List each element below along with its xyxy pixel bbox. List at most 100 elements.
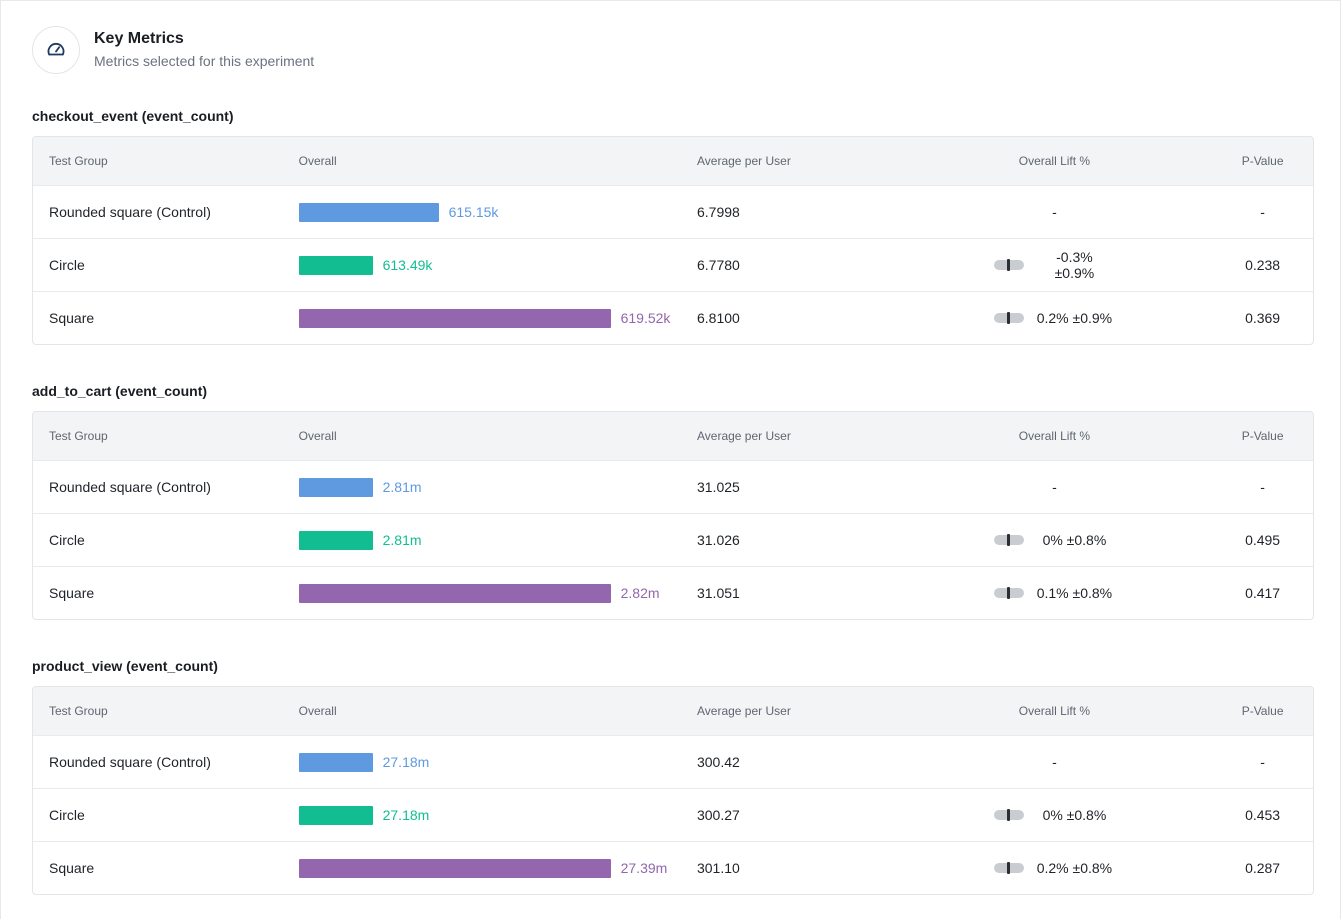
overall-bar [298, 202, 439, 222]
lift-value: 0.1% ±0.8% [1036, 585, 1113, 601]
overall-cell: 615.15k [298, 202, 697, 222]
average-per-user: 6.7998 [696, 204, 740, 220]
metric-section: product_view (event_count) Test Group Ov… [32, 656, 1314, 895]
table-row: Rounded square (Control) 27.18m 300.42 -… [33, 735, 1313, 788]
lift-cell: - [897, 754, 1213, 770]
lift-cell: 0.2% ±0.9% [897, 310, 1213, 326]
overall-value: 2.82m [620, 585, 660, 601]
overall-value: 619.52k [620, 310, 671, 326]
table-row: Square 27.39m 301.10 0.2% ±0.8% 0.287 [33, 841, 1313, 894]
test-group-name: Circle [49, 532, 85, 548]
col-overall-lift: Overall Lift % [1018, 154, 1091, 168]
overall-bar [298, 752, 373, 772]
lift-value: 0.2% ±0.9% [1036, 310, 1113, 326]
metric-title: checkout_event (event_count) [32, 108, 234, 124]
col-average-per-user: Average per User [696, 704, 791, 718]
overall-cell: 613.49k [298, 255, 697, 275]
overall-cell: 27.39m [298, 858, 697, 878]
p-value: 0.453 [1245, 807, 1281, 823]
p-value: - [1260, 479, 1265, 495]
col-test-group: Test Group [49, 154, 108, 168]
test-group-name: Square [49, 585, 95, 601]
panel-header: Key Metrics Metrics selected for this ex… [32, 26, 314, 74]
test-group-name: Circle [49, 807, 85, 823]
metric-title: product_view (event_count) [32, 658, 218, 674]
overall-cell: 2.81m [298, 477, 697, 497]
col-overall: Overall [298, 704, 337, 718]
col-overall-lift: Overall Lift % [1018, 704, 1091, 718]
lift-indicator-icon [994, 862, 1025, 874]
gauge-icon [32, 26, 80, 74]
lift-value: 0% ±0.8% [1042, 532, 1107, 548]
average-per-user: 300.27 [696, 807, 740, 823]
col-average-per-user: Average per User [696, 154, 791, 168]
overall-bar [298, 477, 373, 497]
col-test-group: Test Group [49, 429, 108, 443]
lift-cell: -0.3% ±0.9% [897, 249, 1213, 281]
metric-table: Test Group Overall Average per User Over… [32, 136, 1314, 345]
overall-value: 27.18m [382, 754, 430, 770]
lift-indicator-icon [994, 534, 1025, 546]
col-average-per-user: Average per User [696, 429, 791, 443]
lift-indicator-icon [994, 587, 1025, 599]
table-row: Circle 2.81m 31.026 0% ±0.8% 0.495 [33, 513, 1313, 566]
table-row: Rounded square (Control) 2.81m 31.025 - … [33, 460, 1313, 513]
overall-bar [298, 255, 373, 275]
overall-bar [298, 583, 611, 603]
test-group-name: Rounded square (Control) [49, 479, 211, 495]
lift-cell: 0.2% ±0.8% [897, 860, 1213, 876]
average-per-user: 31.051 [696, 585, 740, 601]
col-p-value: P-Value [1241, 704, 1284, 718]
metric-section: checkout_event (event_count) Test Group … [32, 106, 1314, 345]
metric-title: add_to_cart (event_count) [32, 383, 208, 399]
lift-cell: - [897, 479, 1213, 495]
test-group-name: Square [49, 860, 95, 876]
table-row: Square 619.52k 6.8100 0.2% ±0.9% 0.369 [33, 291, 1313, 344]
table-row: Circle 613.49k 6.7780 -0.3% ±0.9% 0.238 [33, 238, 1313, 291]
overall-bar [298, 805, 373, 825]
p-value: 0.495 [1245, 532, 1281, 548]
col-test-group: Test Group [49, 704, 108, 718]
overall-cell: 2.82m [298, 583, 697, 603]
p-value: 0.369 [1245, 310, 1281, 326]
average-per-user: 6.8100 [696, 310, 740, 326]
overall-value: 613.49k [382, 257, 433, 273]
overall-cell: 27.18m [298, 805, 697, 825]
overall-bar [298, 530, 373, 550]
p-value: 0.287 [1245, 860, 1281, 876]
metric-table: Test Group Overall Average per User Over… [32, 686, 1314, 895]
lift-cell: - [897, 204, 1213, 220]
overall-cell: 2.81m [298, 530, 697, 550]
lift-value: -0.3% ±0.9% [1054, 249, 1095, 281]
overall-value: 27.18m [382, 807, 430, 823]
lift-empty: - [1052, 754, 1057, 770]
overall-value: 2.81m [382, 479, 422, 495]
test-group-name: Circle [49, 257, 85, 273]
overall-value: 27.39m [620, 860, 668, 876]
page-title: Key Metrics [94, 29, 184, 47]
col-overall: Overall [298, 154, 337, 168]
p-value: - [1260, 754, 1265, 770]
p-value: - [1260, 204, 1265, 220]
col-p-value: P-Value [1241, 154, 1284, 168]
overall-value: 2.81m [382, 532, 422, 548]
lift-cell: 0% ±0.8% [897, 532, 1213, 548]
average-per-user: 31.026 [696, 532, 740, 548]
col-overall-lift: Overall Lift % [1018, 429, 1091, 443]
lift-indicator-icon [994, 312, 1025, 324]
table-header: Test Group Overall Average per User Over… [33, 137, 1313, 185]
test-group-name: Square [49, 310, 95, 326]
metric-table: Test Group Overall Average per User Over… [32, 411, 1314, 620]
col-overall: Overall [298, 429, 337, 443]
test-group-name: Rounded square (Control) [49, 204, 211, 220]
table-row: Rounded square (Control) 615.15k 6.7998 … [33, 185, 1313, 238]
p-value: 0.238 [1245, 257, 1281, 273]
metric-section: add_to_cart (event_count) Test Group Ove… [32, 381, 1314, 620]
p-value: 0.417 [1245, 585, 1281, 601]
col-p-value: P-Value [1241, 429, 1284, 443]
overall-value: 615.15k [448, 204, 499, 220]
overall-bar [298, 308, 611, 328]
overall-cell: 27.18m [298, 752, 697, 772]
lift-indicator-icon [994, 809, 1025, 821]
